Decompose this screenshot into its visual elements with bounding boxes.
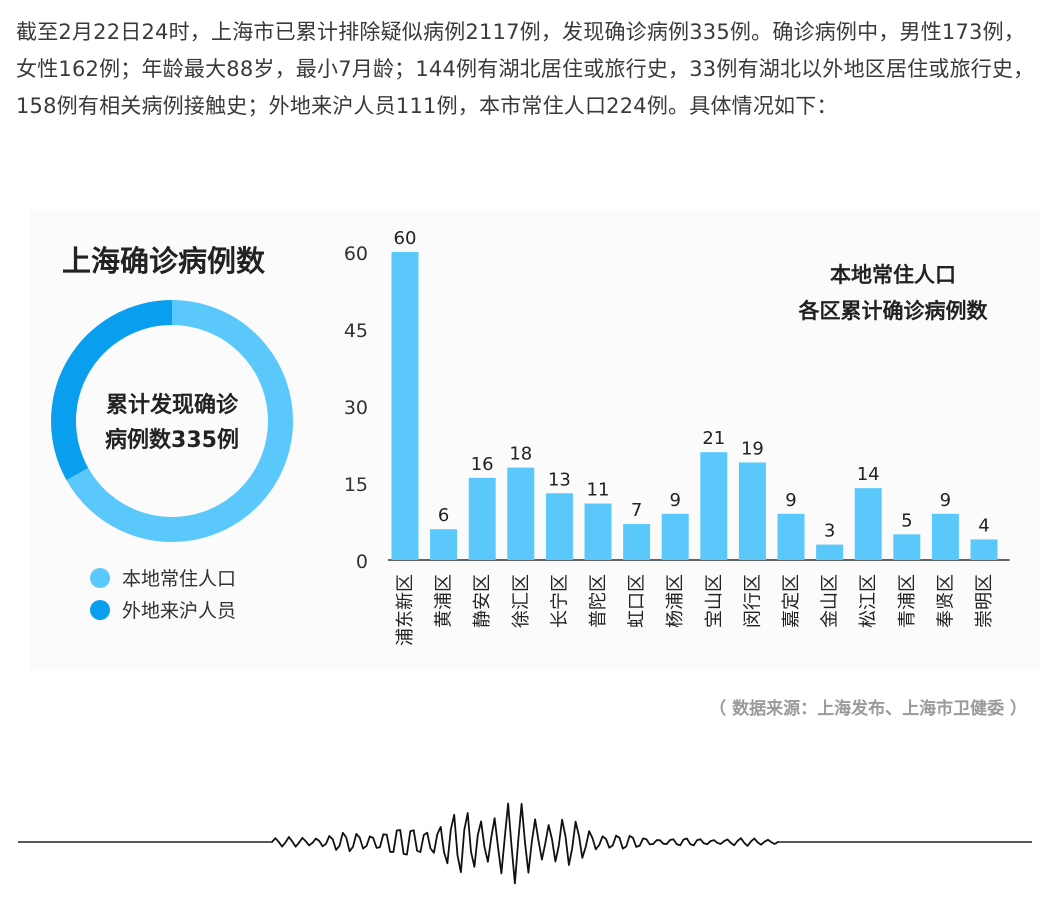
y-tick-label: 45 — [344, 320, 368, 342]
bar-普陀区 — [584, 503, 612, 560]
legend-swatch-local — [90, 567, 110, 588]
bar-长宁区 — [545, 493, 573, 560]
donut-slice-1 — [51, 300, 172, 481]
donut-chart — [51, 300, 294, 542]
bar-青浦区 — [893, 534, 921, 560]
bar-value-label: 3 — [824, 521, 835, 542]
bar-value-label: 21 — [702, 428, 725, 449]
bar-chart-title-line2: 各区累计确诊病例数 — [798, 299, 989, 323]
x-tick-label: 奉贤区 — [935, 574, 956, 628]
source-note: （ 数据来源：上海发布、上海市卫健委 ） — [709, 699, 1027, 719]
legend-swatch-nonlocal — [90, 599, 110, 620]
bar-崇明区 — [970, 539, 998, 560]
x-tick-label: 静安区 — [472, 574, 493, 628]
bar-松江区 — [854, 488, 882, 560]
x-tick-label: 普陀区 — [588, 574, 609, 628]
bar-value-label: 11 — [587, 480, 610, 501]
bar-value-label: 9 — [669, 490, 680, 511]
x-tick-label: 崇明区 — [974, 574, 995, 628]
x-tick-label: 杨浦区 — [665, 574, 686, 628]
intro-paragraph: 截至2月22日24时，上海市已累计排除疑似病例2117例，发现确诊病例335例。… — [16, 20, 1035, 118]
y-tick-label: 60 — [344, 243, 368, 265]
waveform-squiggle — [271, 802, 779, 885]
x-tick-label: 金山区 — [820, 574, 841, 628]
waveform-divider — [18, 802, 1032, 885]
bar-嘉定区 — [777, 513, 805, 560]
y-tick-label: 15 — [344, 474, 368, 496]
x-tick-label: 嘉定区 — [781, 574, 802, 628]
x-tick-label: 黄浦区 — [434, 574, 455, 628]
legend-item-nonlocal: 外地来沪人员 — [90, 596, 236, 623]
bar-浦东新区 — [391, 252, 419, 560]
x-tick-label: 徐汇区 — [511, 574, 532, 628]
donut-center-line1: 累计发现确诊 — [106, 392, 239, 418]
bar-杨浦区 — [661, 513, 689, 560]
bar-series: 60 浦东新区 6 黄浦区 16 静安区 18 徐汇区 13 长宁区 11 普陀区 7 虹口区 9 杨浦区 21… — [391, 228, 998, 646]
x-tick-label: 青浦区 — [897, 574, 918, 628]
y-tick-label: 0 — [356, 551, 368, 573]
x-tick-label: 虹口区 — [627, 574, 648, 628]
bar-value-label: 60 — [394, 228, 417, 249]
x-tick-label: 浦东新区 — [395, 574, 416, 646]
bar-value-label: 14 — [857, 464, 880, 485]
bar-value-label: 16 — [471, 454, 494, 475]
bar-徐汇区 — [507, 467, 535, 560]
chart-background — [30, 210, 1040, 670]
bar-奉贤区 — [931, 513, 959, 560]
donut-center-line2: 病例数335例 — [105, 427, 239, 453]
bar-value-label: 19 — [741, 438, 764, 459]
y-tick-label: 30 — [344, 397, 368, 419]
bar-value-label: 9 — [785, 490, 796, 511]
bar-闵行区 — [738, 462, 766, 560]
bar-宝山区 — [700, 452, 728, 560]
bar-value-label: 5 — [901, 510, 912, 531]
bar-value-label: 13 — [548, 469, 571, 490]
legend-label-local: 本地常住人口 — [122, 568, 237, 590]
x-tick-label: 松江区 — [858, 574, 879, 628]
bar-value-label: 6 — [438, 505, 449, 526]
bar-value-label: 4 — [978, 515, 989, 536]
legend-item-local: 本地常住人口 — [90, 564, 236, 591]
donut-chart-title: 上海确诊病例数 — [62, 244, 266, 278]
bar-chart-title-line1: 本地常住人口 — [830, 263, 956, 287]
x-tick-label: 长宁区 — [549, 574, 570, 628]
bar-静安区 — [468, 477, 496, 560]
x-tick-label: 宝山区 — [704, 574, 725, 628]
bar-虹口区 — [623, 524, 651, 560]
legend-label-nonlocal: 外地来沪人员 — [122, 600, 237, 622]
bar-value-label: 18 — [509, 444, 532, 465]
x-tick-label: 闵行区 — [742, 574, 763, 628]
bar-黄浦区 — [430, 529, 458, 560]
bar-value-label: 7 — [631, 500, 642, 521]
bar-value-label: 9 — [940, 490, 951, 511]
bar-金山区 — [816, 544, 844, 560]
